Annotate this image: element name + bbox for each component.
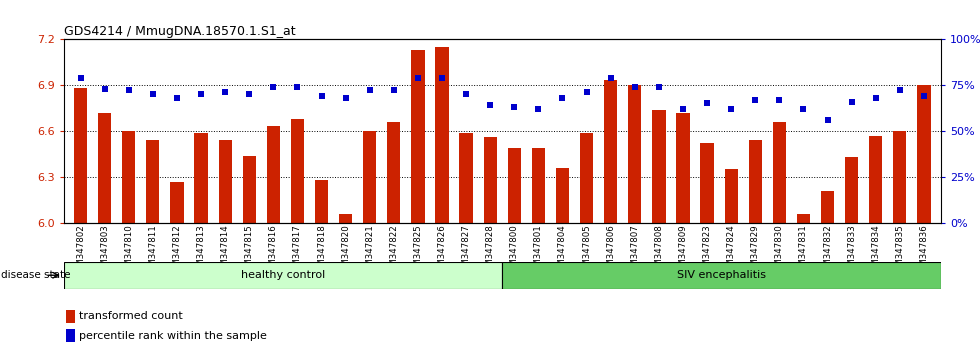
Bar — [556, 168, 569, 223]
Point — [675, 106, 691, 112]
Bar — [797, 214, 810, 223]
Bar — [772, 122, 786, 223]
Bar — [604, 80, 617, 223]
Bar — [171, 182, 183, 223]
Point — [145, 91, 161, 97]
Point — [868, 95, 884, 101]
Bar — [219, 140, 232, 223]
Bar — [917, 85, 931, 223]
Bar — [387, 122, 401, 223]
Point — [603, 75, 618, 80]
Text: disease state: disease state — [1, 270, 71, 280]
Bar — [483, 137, 497, 223]
Point — [314, 93, 329, 99]
Bar — [146, 140, 160, 223]
Point — [916, 93, 932, 99]
Bar — [749, 140, 761, 223]
Point — [507, 104, 522, 110]
Bar — [364, 131, 376, 223]
Text: SIV encephalitis: SIV encephalitis — [677, 270, 766, 280]
Point — [555, 95, 570, 101]
Point — [241, 91, 257, 97]
Point — [579, 90, 595, 95]
Point — [338, 95, 354, 101]
Point — [386, 88, 402, 93]
Point — [266, 84, 281, 90]
Bar — [845, 157, 858, 223]
Point — [290, 84, 306, 90]
Bar — [64, 262, 502, 289]
Bar — [194, 132, 208, 223]
Text: GDS4214 / MmugDNA.18570.1.S1_at: GDS4214 / MmugDNA.18570.1.S1_at — [64, 25, 295, 38]
Bar — [339, 214, 352, 223]
Bar — [67, 329, 74, 342]
Bar — [67, 310, 74, 323]
Bar — [508, 148, 521, 223]
Point — [796, 106, 811, 112]
Point — [651, 84, 666, 90]
Point — [218, 90, 233, 95]
Point — [410, 75, 425, 80]
Bar — [869, 136, 882, 223]
Bar — [243, 155, 256, 223]
Text: percentile rank within the sample: percentile rank within the sample — [79, 331, 268, 341]
Bar — [821, 191, 834, 223]
Bar — [74, 88, 87, 223]
Point — [97, 86, 113, 91]
Point — [723, 106, 739, 112]
Bar — [460, 132, 472, 223]
Point — [844, 99, 859, 104]
Bar — [676, 113, 690, 223]
Point — [771, 97, 787, 103]
Bar — [701, 143, 713, 223]
Point — [819, 117, 835, 123]
Bar — [315, 180, 328, 223]
Bar — [267, 126, 280, 223]
Point — [482, 102, 498, 108]
Bar — [291, 119, 304, 223]
Bar — [532, 148, 545, 223]
Bar — [502, 262, 941, 289]
Point — [530, 106, 546, 112]
Point — [121, 88, 136, 93]
Bar — [122, 131, 135, 223]
Point — [434, 75, 450, 80]
Point — [459, 91, 474, 97]
Point — [73, 75, 88, 80]
Bar — [98, 113, 112, 223]
Bar — [412, 50, 424, 223]
Bar — [628, 85, 641, 223]
Point — [892, 88, 907, 93]
Bar — [653, 109, 665, 223]
Point — [170, 95, 185, 101]
Bar — [580, 132, 593, 223]
Point — [362, 88, 377, 93]
Point — [193, 91, 209, 97]
Text: healthy control: healthy control — [241, 270, 325, 280]
Text: transformed count: transformed count — [79, 312, 183, 321]
Point — [748, 97, 763, 103]
Point — [699, 101, 714, 106]
Point — [627, 84, 643, 90]
Bar — [724, 169, 738, 223]
Bar — [435, 47, 449, 223]
Bar — [893, 131, 907, 223]
